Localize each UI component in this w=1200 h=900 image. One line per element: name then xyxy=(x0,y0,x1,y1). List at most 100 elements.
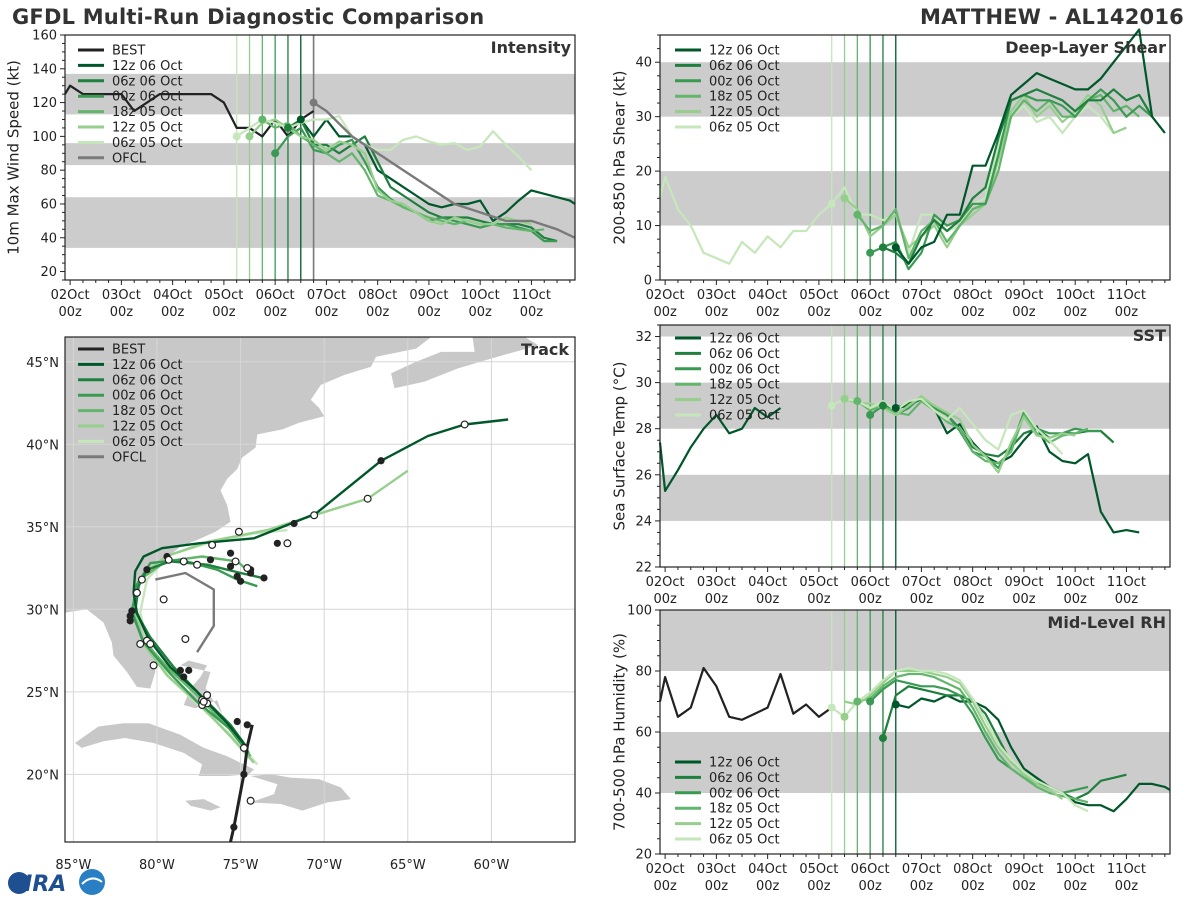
init-marker-00z-06-oct xyxy=(866,410,875,419)
cira-globe-icon xyxy=(8,872,30,894)
x-tick-label-hour: 00z xyxy=(1012,305,1036,320)
track-position-open xyxy=(159,595,168,604)
init-marker-00z-06-oct xyxy=(271,149,280,158)
jamaica-land xyxy=(185,799,221,811)
x-tick-label-day: 10Oct xyxy=(461,288,500,303)
legend-label-18z-05-oct: 18z 05 Oct xyxy=(709,802,780,817)
init-marker-12z-05-oct xyxy=(840,712,849,721)
x-tick-label-hour: 00z xyxy=(807,879,831,894)
x-tick-label-hour: 00z xyxy=(1063,305,1087,320)
track-position-filled xyxy=(230,823,238,831)
track-position-open xyxy=(310,511,319,520)
x-tick-label-day: 06Oct xyxy=(256,288,295,303)
nova-scotia-land xyxy=(391,337,539,389)
legend-label-12z-05-oct: 12z 05 Oct xyxy=(112,420,183,435)
x-tick-label-day: 03Oct xyxy=(697,288,736,303)
x-tick-label-day: 07Oct xyxy=(902,862,941,877)
x-tick-label-hour: 00z xyxy=(807,592,831,607)
lon-tick-label: 85°W xyxy=(55,858,91,873)
y-tick-label: 160 xyxy=(32,29,57,44)
series-line-12z-05-oct xyxy=(248,118,532,226)
track-position-open xyxy=(132,588,141,597)
series-line-06z-05-oct xyxy=(831,397,1064,455)
track-position-open xyxy=(136,639,145,648)
x-tick-label-day: 02Oct xyxy=(646,575,685,590)
x-tick-label-day: 08Oct xyxy=(953,288,992,303)
x-tick-label-hour: 00z xyxy=(468,305,492,320)
y-tick-label: 26 xyxy=(635,468,652,483)
x-tick-label-day: 08Oct xyxy=(953,575,992,590)
y-tick-label: 40 xyxy=(40,231,57,246)
y-tick-label: 20 xyxy=(635,848,652,863)
x-tick-label-hour: 00z xyxy=(653,305,677,320)
track-position-open xyxy=(193,560,202,569)
x-tick-label-day: 07Oct xyxy=(902,575,941,590)
track-map-panel: 85°W 80°W 75°W 70°W 65°W 60°W 20°N 25°N 30°N 35°N… xyxy=(26,336,576,873)
x-tick-label-day: 05Oct xyxy=(799,575,838,590)
x-tick-label-day: 07Oct xyxy=(902,288,941,303)
y-tick-label: 24 xyxy=(635,514,652,529)
x-tick-label-hour: 00z xyxy=(705,879,729,894)
lon-tick-label: 80°W xyxy=(139,858,175,873)
x-tick-label-hour: 00z xyxy=(1115,592,1139,607)
x-tick-label-day: 02Oct xyxy=(646,862,685,877)
legend-label-06z-06-oct: 06z 06 Oct xyxy=(709,771,780,786)
lon-tick-label: 75°W xyxy=(223,858,259,873)
x-tick-label-hour: 00z xyxy=(1012,592,1036,607)
shade-band-2 xyxy=(660,610,1170,671)
y-tick-label: 30 xyxy=(635,376,652,391)
track-position-open xyxy=(234,527,243,536)
init-marker-06z-05-oct xyxy=(232,132,241,141)
shade-band-1 xyxy=(660,474,1170,521)
track-position-filled xyxy=(260,574,268,582)
y-tick-label: 30 xyxy=(635,110,652,125)
legend-label-06z-05-oct: 06z 05 Oct xyxy=(112,136,183,151)
rh-ylabel: 700-500 hPa Humidity (%) xyxy=(611,633,629,831)
series-line-06z-05-oct xyxy=(831,666,1089,813)
shade-band-3 xyxy=(660,325,1170,337)
x-tick-label-day: 02Oct xyxy=(646,288,685,303)
y-tick-label: 100 xyxy=(32,130,57,145)
track-position-open xyxy=(179,557,188,566)
intensity-ylabel: 10m Max Wind Speed (kt) xyxy=(5,60,23,255)
y-tick-label: 140 xyxy=(32,62,57,77)
y-tick-label: 22 xyxy=(635,561,652,576)
x-tick-label-day: 04Oct xyxy=(748,862,787,877)
track-position-filled xyxy=(273,539,281,547)
init-marker-06z-06-oct xyxy=(878,243,887,252)
track-position-filled xyxy=(233,717,241,726)
intensity-title: Intensity xyxy=(491,38,572,57)
legend-label-06z-06-oct: 06z 06 Oct xyxy=(709,59,780,74)
y-tick-label: 32 xyxy=(635,330,652,345)
x-tick-label-day: 04Oct xyxy=(748,288,787,303)
track-position-filled xyxy=(176,666,184,674)
legend-label-12z-06-oct: 12z 06 Oct xyxy=(112,59,183,74)
legend-label-00z-06-oct: 00z 06 Oct xyxy=(709,74,780,89)
x-tick-label-day: 09Oct xyxy=(1004,575,1043,590)
shear-title: Deep-Layer Shear xyxy=(1005,38,1166,57)
x-tick-label-hour: 00z xyxy=(1063,592,1087,607)
x-tick-label-hour: 00z xyxy=(520,305,544,320)
cira-swoosh-icon xyxy=(81,877,103,885)
y-tick-label: 80 xyxy=(40,164,57,179)
x-tick-label-day: 10Oct xyxy=(1056,288,1095,303)
track-position-filled xyxy=(180,673,188,681)
legend-label-12z-05-oct: 12z 05 Oct xyxy=(709,393,780,408)
series-line-12z-05-oct xyxy=(844,669,1064,800)
track-position-filled xyxy=(143,566,151,574)
series-line-best xyxy=(658,666,833,721)
legend-label-ofcl: OFCL xyxy=(112,151,147,166)
legend-label-12z-06-oct: 12z 06 Oct xyxy=(709,756,780,771)
legend-label-18z-05-oct: 18z 05 Oct xyxy=(709,378,780,393)
track-position-open xyxy=(243,564,252,573)
cuba-land xyxy=(75,723,254,776)
series-line-18z-05-oct xyxy=(856,400,1089,465)
legend-label-06z-06-oct: 06z 06 Oct xyxy=(112,74,183,89)
x-tick-label-hour: 00z xyxy=(756,305,780,320)
x-tick-label-hour: 00z xyxy=(110,305,134,320)
x-tick-label-day: 11Oct xyxy=(1107,575,1146,590)
figure-title: GFDL Multi-Run Diagnostic Comparison xyxy=(12,5,485,29)
x-tick-label-day: 06Oct xyxy=(851,862,890,877)
lon-tick-label: 60°W xyxy=(473,858,509,873)
x-tick-label-day: 09Oct xyxy=(1004,288,1043,303)
